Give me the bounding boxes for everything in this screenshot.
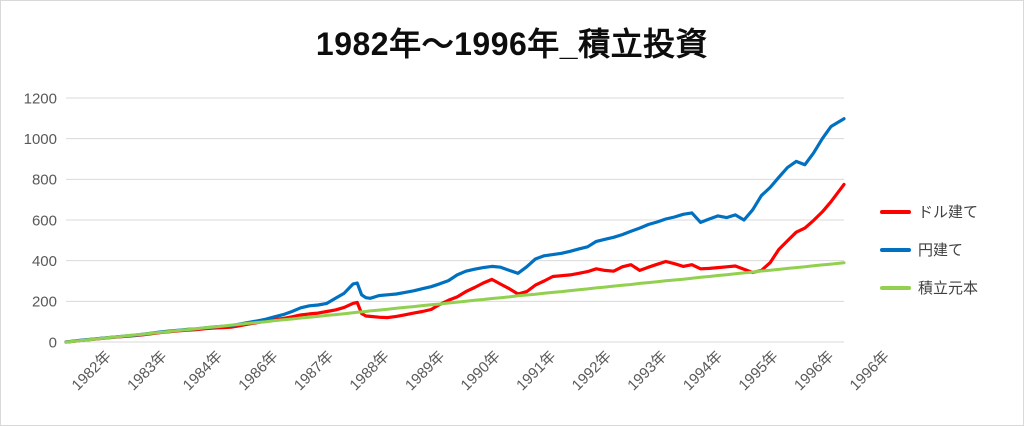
legend-line-swatch-yen: [880, 247, 911, 252]
x-axis-tick-label: 1986年: [235, 348, 281, 394]
series-line-yen: [64, 117, 846, 344]
legend-item-principal: 積立元本: [880, 277, 978, 298]
legend-line-swatch-dollar: [880, 209, 911, 214]
x-axis-tick-label: 1995年: [735, 348, 781, 394]
x-axis-tick-label: 1989年: [402, 348, 448, 394]
x-axis-tick-label: 1996年: [847, 348, 893, 394]
series-line-dollar: [64, 182, 846, 344]
x-axis-tick-label: 1983年: [124, 348, 170, 394]
chart-title: 1982年～1996年_積立投資: [315, 26, 709, 62]
legend-label-dollar: ドル建て: [918, 204, 979, 221]
x-axis-tick-label: 1982年: [69, 348, 115, 394]
x-axis-tick-label: 1992年: [569, 348, 615, 394]
legend-item-dollar: ドル建て: [880, 201, 978, 222]
x-axis-tick-label: 1996年: [791, 348, 837, 394]
y-axis-tick-label: 1200: [24, 90, 57, 107]
x-axis-tick-label: 1987年: [291, 348, 337, 394]
y-axis-tick-label: 600: [32, 212, 57, 229]
y-axis-tick-label: 800: [32, 172, 57, 189]
x-axis-tick-label: 1988年: [346, 348, 392, 394]
y-axis-tick-label: 200: [32, 294, 57, 311]
legend-label-principal: 積立元本: [918, 280, 979, 297]
legend: ドル建て 円建て 積立元本: [880, 201, 978, 298]
x-axis-tick-label: 1990年: [458, 348, 504, 394]
x-axis-tick-label: 1993年: [624, 348, 670, 394]
x-axis-tick-label: 1984年: [180, 348, 226, 394]
y-axis-tick-label: 0: [49, 334, 57, 351]
x-axis-tick-label: 1994年: [680, 348, 726, 394]
series-line-principal: [64, 261, 846, 344]
legend-item-yen: 円建て: [880, 239, 978, 260]
legend-label-yen: 円建て: [918, 242, 964, 259]
legend-line-swatch-principal: [880, 285, 911, 290]
y-axis-tick-label: 1000: [24, 131, 57, 148]
y-axis-tick-label: 400: [32, 253, 57, 270]
x-axis-tick-label: 1991年: [513, 348, 559, 394]
